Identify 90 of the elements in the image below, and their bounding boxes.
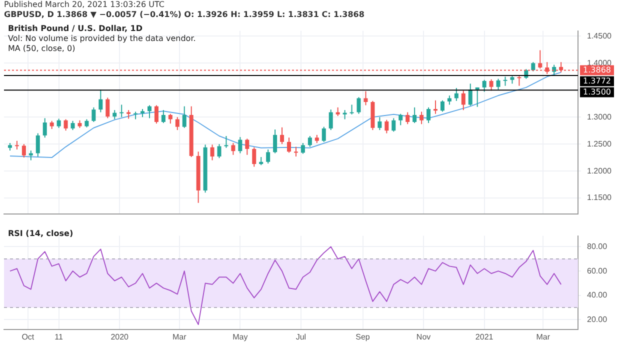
ref-line-label: 1.3500 — [583, 87, 611, 96]
candlestick — [552, 64, 556, 76]
candlestick — [175, 116, 180, 131]
candlestick — [322, 126, 326, 142]
text: GBPUSD, D 1.3868 ▼ −0.0057 (−0.41%) O: 1.3926 H: 1.3959 L: 1.3831 C: 1.3868 — [4, 10, 366, 20]
candlestick — [384, 119, 389, 134]
candlestick — [280, 126, 284, 145]
candlestick — [356, 96, 361, 114]
y-tick-label: 1.4000 — [587, 58, 612, 68]
candlestick — [22, 144, 26, 158]
x-tick-label: 2021 — [475, 332, 494, 342]
candlestick — [147, 104, 152, 119]
y-tick-label: 1.3000 — [587, 112, 612, 122]
x-tick-label: 11 — [54, 332, 64, 342]
candlestick — [210, 144, 214, 161]
candlestick — [475, 86, 480, 108]
candlestick — [112, 110, 117, 120]
candlestick — [64, 118, 68, 132]
candlestick — [378, 116, 382, 131]
candlestick — [531, 62, 536, 72]
candlestick — [106, 97, 110, 119]
candlestick — [426, 106, 431, 124]
candlestick — [489, 78, 494, 92]
candlestick — [98, 89, 103, 113]
candlestick — [398, 113, 403, 126]
candlestick — [238, 136, 242, 154]
candlestick — [392, 118, 396, 132]
candlestick — [56, 118, 61, 128]
candlestick — [350, 104, 354, 115]
y-tick-label: 1.2000 — [587, 166, 612, 176]
chart-title: RSI (14, close) — [8, 229, 74, 238]
candlestick — [70, 120, 75, 131]
candlestick — [245, 138, 250, 156]
annotation: MA (50, close, 0) — [8, 44, 76, 54]
y-tick-label: 1.4500 — [587, 31, 612, 40]
y-tick-label: 60.00 — [587, 266, 608, 276]
candlestick — [406, 112, 410, 125]
candlestick — [482, 79, 486, 92]
candlestick — [266, 148, 270, 164]
candlestick — [36, 132, 40, 157]
candlestick — [182, 106, 186, 128]
candlestick — [231, 142, 236, 156]
candlestick — [273, 129, 278, 154]
candlestick — [440, 100, 444, 112]
chart-title: British Pound / U.S. Dollar, 1D — [8, 24, 143, 33]
y-tick-label: 1.1500 — [587, 193, 612, 202]
candlestick — [433, 100, 438, 114]
x-tick-label: 2020 — [110, 332, 130, 342]
y-tick-label: 20.00 — [587, 314, 608, 324]
ref-line-label: 1.3772 — [583, 76, 611, 86]
candlestick — [120, 104, 124, 118]
candlestick — [42, 118, 47, 138]
ref-line-label: 1.3868 — [583, 65, 611, 74]
candlestick — [420, 111, 424, 125]
candlestick — [294, 146, 298, 157]
x-tick-label: Oct — [22, 332, 35, 342]
candlestick — [308, 135, 312, 148]
candlestick — [154, 104, 158, 124]
candlestick — [364, 90, 368, 106]
candlestick — [168, 113, 172, 124]
candlestick — [92, 106, 96, 122]
x-tick-label: Jul — [296, 332, 306, 342]
candlestick — [496, 78, 500, 90]
x-tick-label: Mar — [172, 332, 187, 342]
candlestick — [412, 106, 417, 124]
candlestick — [252, 146, 256, 168]
annotation: Vol: No volume is provided by the data vendor. — [8, 34, 196, 44]
x-tick-label: Mar — [536, 332, 550, 342]
x-tick-label: Nov — [416, 332, 431, 342]
candlestick — [300, 142, 305, 154]
candlestick — [468, 83, 472, 106]
x-tick-label: May — [232, 332, 248, 342]
y-tick-label: 80.00 — [587, 242, 608, 251]
candlestick — [287, 137, 292, 154]
candlestick — [342, 110, 347, 120]
candlestick — [217, 144, 222, 159]
candlestick — [224, 135, 228, 148]
text: Published March 20, 2021 13:03:26 UTC — [4, 0, 166, 10]
y-tick-label: 1.2500 — [587, 139, 612, 148]
y-tick-label: 40.00 — [587, 290, 608, 300]
candlestick — [328, 109, 333, 131]
candlestick — [134, 111, 138, 120]
candlestick — [503, 76, 508, 86]
candlestick — [447, 95, 452, 106]
candlestick — [161, 110, 166, 124]
candlestick — [461, 90, 466, 111]
candlestick — [454, 87, 458, 102]
candlestick — [517, 76, 522, 86]
candlestick — [28, 150, 33, 161]
x-tick-label: Sep — [356, 332, 370, 342]
